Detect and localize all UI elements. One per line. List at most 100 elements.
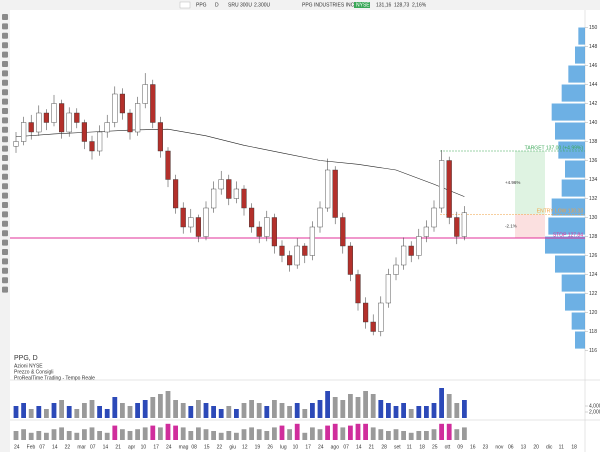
oscillator-bar [310, 427, 315, 440]
symbol-field[interactable] [179, 1, 191, 9]
candle-body [309, 226, 316, 256]
tool-button[interactable] [2, 89, 8, 96]
oscillator-bar [332, 423, 338, 440]
candle-body [401, 245, 407, 266]
x-tick-label: 16 [470, 444, 476, 450]
oscillator-bar [340, 427, 346, 440]
tool-button[interactable] [2, 155, 8, 161]
level-label: TARGET 137.00 (+4.99%) [525, 145, 584, 151]
oscillator-bar [264, 431, 270, 440]
x-tick-label: lug [280, 444, 287, 450]
tool-button[interactable] [2, 258, 8, 265]
tool-button[interactable] [2, 51, 8, 58]
y-tick-label: 142 [589, 101, 598, 107]
candle-body [325, 169, 331, 209]
tool-button[interactable] [2, 230, 8, 237]
legend-title: PPG, D [14, 355, 38, 362]
tool-button[interactable] [2, 267, 8, 274]
oscillator-bar [378, 429, 384, 440]
volume-bar [348, 394, 353, 418]
tool-button[interactable] [2, 211, 8, 218]
tool-button[interactable] [2, 14, 8, 20]
volume-profile-bar [558, 141, 585, 159]
oscillator-bar [36, 431, 42, 440]
field[interactable]: 2.300U [254, 2, 271, 8]
candle-body [21, 122, 27, 142]
volume-bar [13, 406, 19, 418]
volume-bar [82, 403, 87, 418]
tool-button[interactable] [2, 98, 8, 105]
candle-body [188, 217, 194, 228]
oscillator-bar [226, 431, 232, 440]
candle-body [119, 93, 126, 114]
volume-bar [51, 403, 57, 418]
oscillator-bar [348, 425, 353, 440]
candle-body [218, 179, 224, 190]
symbol[interactable]: PPG [196, 2, 207, 8]
x-tick-label: 21 [369, 444, 375, 450]
oscillator-bar [249, 427, 254, 440]
tool-button[interactable] [2, 145, 8, 152]
tool-button[interactable] [2, 183, 8, 190]
volume-bar [431, 403, 437, 418]
tool-button[interactable] [2, 136, 8, 143]
field[interactable]: SRU [228, 2, 239, 8]
tool-icons [2, 14, 8, 293]
legend-line: Azioni NYSE [14, 363, 43, 369]
volume-bar [97, 406, 102, 418]
tool-button[interactable] [2, 32, 8, 39]
x-tick-label: 14 [52, 444, 58, 450]
tool-button[interactable] [2, 164, 8, 171]
tool-button[interactable] [2, 192, 8, 199]
tool-button[interactable] [2, 173, 8, 180]
tool-button[interactable] [2, 220, 8, 227]
tool-button[interactable] [2, 23, 8, 30]
volume-bar [264, 406, 270, 418]
x-tick-label: 14 [103, 444, 109, 450]
x-tick-label: 08 [191, 444, 197, 450]
volume-bar [120, 403, 125, 418]
tool-button[interactable] [2, 239, 8, 246]
tool-button[interactable] [2, 249, 8, 255]
x-tick-label: dic [546, 444, 553, 450]
tool-button[interactable] [2, 202, 8, 208]
volume-bar [424, 406, 429, 418]
y-tick-label: 4,000k [589, 403, 600, 409]
candle-body [355, 274, 361, 304]
y-tick-label: 118 [589, 329, 597, 335]
field[interactable]: 300U [240, 2, 252, 8]
y-tick-label: 122 [589, 291, 598, 297]
x-tick-label: 19 [255, 444, 261, 450]
x-tick-label: 15 [204, 444, 210, 450]
x-tick-label: 26 [267, 444, 273, 450]
tool-button[interactable] [2, 42, 8, 49]
oscillator-bar [454, 429, 460, 440]
target-zone [515, 151, 545, 215]
oscillator-bar [158, 427, 163, 440]
y-tick-label: 134 [589, 177, 598, 183]
volume-bar [332, 397, 338, 418]
tool-button[interactable] [2, 79, 8, 86]
volume-bar [416, 406, 422, 418]
tool-button[interactable] [2, 108, 8, 114]
tool-button[interactable] [2, 277, 8, 284]
tool-button[interactable] [2, 70, 8, 77]
oscillator-bar [44, 432, 49, 440]
oscillator-bar [234, 432, 239, 440]
candle-body [51, 103, 57, 123]
volume-bar [294, 403, 300, 418]
tool-button[interactable] [2, 286, 8, 293]
tool-button[interactable] [2, 61, 8, 67]
period[interactable]: D [215, 2, 219, 8]
candle-body [59, 103, 65, 133]
volume-bar [196, 400, 201, 418]
x-tick-label: 24 [14, 444, 20, 450]
tool-button[interactable] [2, 117, 8, 124]
volume-bar [272, 400, 277, 418]
oscillator-bar [218, 432, 224, 440]
candle-body [150, 84, 156, 123]
candle-body [454, 217, 460, 237]
quote: 131,16 [376, 2, 392, 8]
tool-button[interactable] [2, 126, 8, 133]
